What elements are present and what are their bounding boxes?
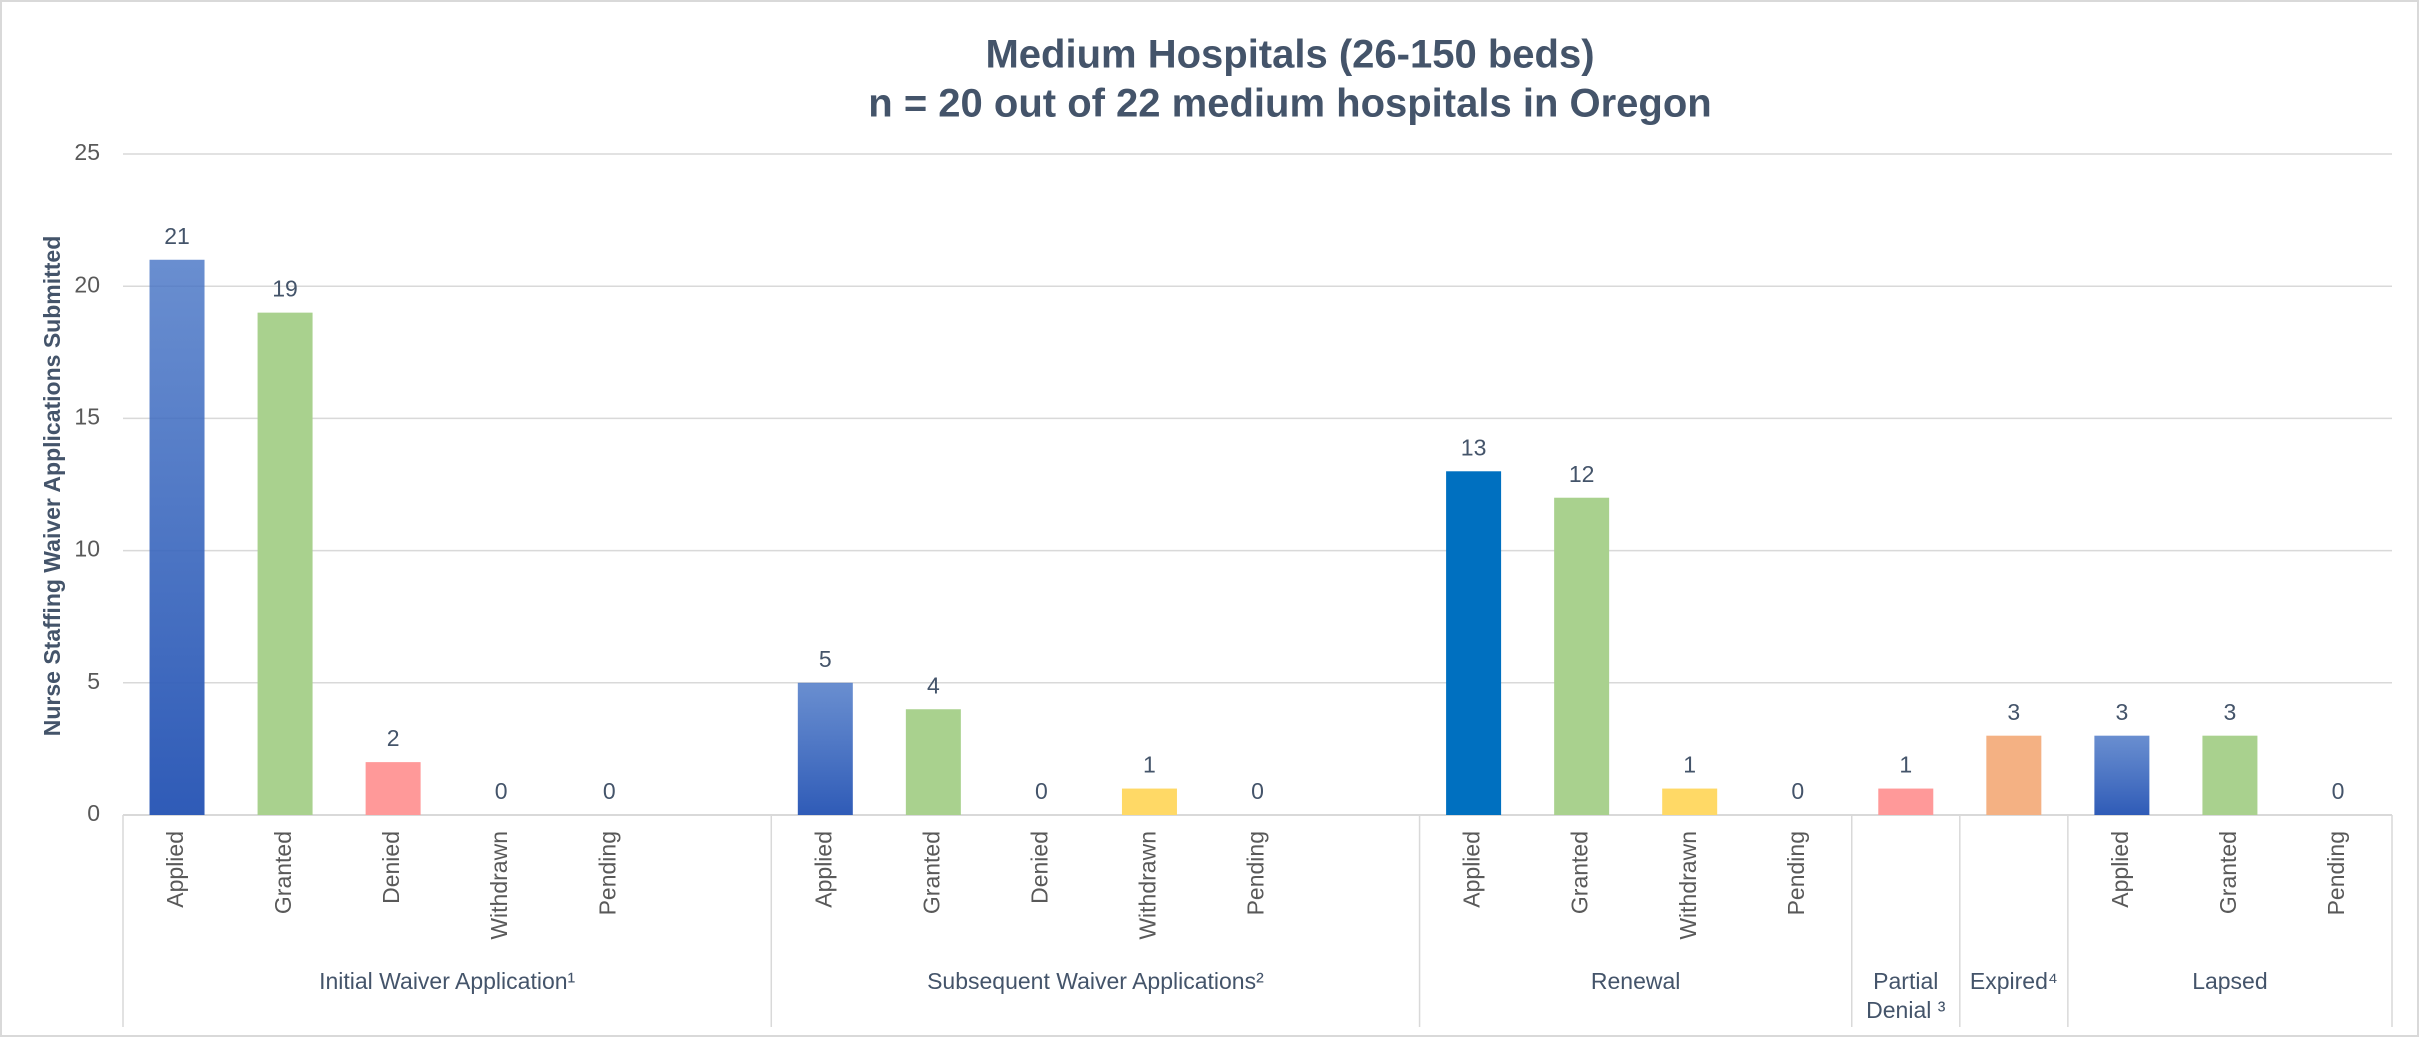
bar xyxy=(1986,735,2042,815)
bar xyxy=(797,682,853,815)
group-label: Initial Waiver Application¹ xyxy=(319,968,575,994)
value-label: 4 xyxy=(927,672,940,698)
value-label: 1 xyxy=(1143,752,1156,778)
bar xyxy=(905,709,961,815)
value-label: 0 xyxy=(495,778,508,804)
value-label: 0 xyxy=(2332,778,2345,804)
x-tick-label: Withdrawn xyxy=(486,831,512,940)
x-tick-label: Pending xyxy=(2323,831,2349,915)
x-tick-label: Granted xyxy=(918,831,944,914)
group-label: Lapsed xyxy=(2192,968,2267,994)
group-label: Partial Denial ³ xyxy=(1866,968,1946,1023)
group-label: Subsequent Waiver Applications² xyxy=(927,968,1264,994)
chart-title: Medium Hospitals (26-150 beds) xyxy=(985,33,1594,77)
bar xyxy=(1554,497,1610,815)
bar xyxy=(2094,735,2150,815)
value-label: 3 xyxy=(2115,699,2128,725)
value-label: 5 xyxy=(819,646,832,672)
group-label: Expired⁴ xyxy=(1970,968,2058,994)
x-tick-label: Denied xyxy=(378,831,404,904)
x-tick-label: Pending xyxy=(594,831,620,915)
value-label: 2 xyxy=(387,725,400,751)
value-label: 1 xyxy=(1899,752,1912,778)
group-label: Renewal xyxy=(1591,968,1681,994)
bar xyxy=(1446,471,1502,815)
x-tick-label: Granted xyxy=(1567,831,1593,914)
bar xyxy=(365,762,421,815)
bar xyxy=(1662,788,1718,815)
y-tick-label: 0 xyxy=(87,800,100,826)
value-label: 19 xyxy=(272,276,298,302)
bar xyxy=(1121,788,1177,815)
x-tick-label: Withdrawn xyxy=(1135,831,1161,940)
bar xyxy=(149,259,205,815)
x-tick-label: Applied xyxy=(2107,831,2133,908)
value-label: 13 xyxy=(1461,434,1487,460)
value-label: 3 xyxy=(2007,699,2020,725)
chart-subtitle: n = 20 out of 22 medium hospitals in Ore… xyxy=(868,82,1711,126)
y-tick-label: 10 xyxy=(74,536,100,562)
x-tick-label: Applied xyxy=(810,831,836,908)
bar xyxy=(2202,735,2258,815)
value-label: 0 xyxy=(1251,778,1264,804)
x-tick-label: Withdrawn xyxy=(1675,831,1701,940)
value-label: 1 xyxy=(1683,752,1696,778)
y-tick-label: 5 xyxy=(87,668,100,694)
value-label: 21 xyxy=(164,223,190,249)
value-label: 12 xyxy=(1569,461,1595,487)
value-label: 3 xyxy=(2224,699,2237,725)
bar xyxy=(257,312,313,815)
y-axis-label: Nurse Staffing Waiver Applications Submi… xyxy=(39,236,65,737)
bar xyxy=(1878,788,1934,815)
y-tick-label: 25 xyxy=(74,139,100,165)
value-label: 0 xyxy=(1035,778,1048,804)
x-tick-label: Denied xyxy=(1026,831,1052,904)
x-tick-label: Applied xyxy=(162,831,188,908)
x-tick-label: Pending xyxy=(1243,831,1269,915)
x-tick-label: Pending xyxy=(1783,831,1809,915)
y-tick-label: 20 xyxy=(74,271,100,297)
x-tick-label: Granted xyxy=(270,831,296,914)
x-tick-label: Applied xyxy=(1459,831,1485,908)
value-label: 0 xyxy=(603,778,616,804)
value-label: 0 xyxy=(1791,778,1804,804)
y-tick-label: 15 xyxy=(74,403,100,429)
x-tick-label: Granted xyxy=(2215,831,2241,914)
